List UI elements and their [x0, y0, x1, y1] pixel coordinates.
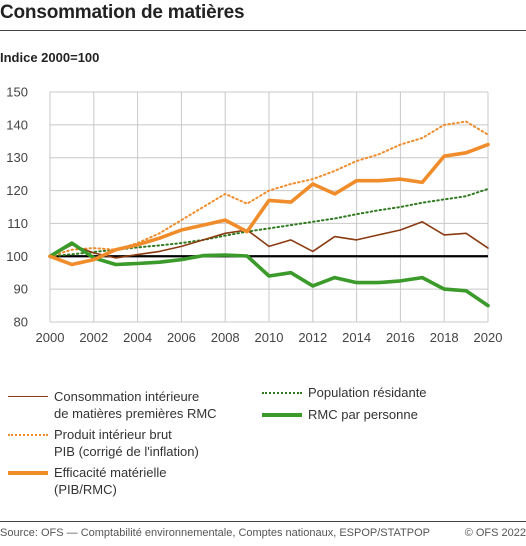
- legend: Consommation intérieure de matières prem…: [0, 378, 526, 508]
- footer-rule: [0, 521, 526, 522]
- legend-swatch-rmc: [8, 396, 48, 397]
- y-tick-label: 130: [6, 150, 28, 165]
- x-tick-label: 2006: [167, 330, 196, 345]
- x-tick-label: 2012: [298, 330, 327, 345]
- y-tick-label: 90: [14, 282, 28, 297]
- legend-label-rmc-par-personne: RMC par personne: [308, 407, 418, 422]
- copyright-text: © OFS 2022: [464, 527, 526, 539]
- y-axis-subtitle: Indice 2000=100: [0, 50, 100, 65]
- x-tick-label: 2010: [255, 330, 284, 345]
- y-tick-label: 150: [6, 85, 28, 100]
- legend-swatch-pib: [8, 434, 48, 436]
- y-tick-label: 120: [6, 183, 28, 198]
- legend-label-rmc: Consommation intérieure de matières prem…: [54, 389, 217, 421]
- legend-label-pib: Produit intérieur brut PIB (corrigé de l…: [54, 427, 199, 459]
- x-tick-label: 2000: [36, 330, 65, 345]
- chart-title: Consommation de matières: [0, 2, 245, 23]
- legend-swatch-population: [262, 392, 302, 394]
- y-tick-label: 140: [6, 117, 28, 132]
- x-tick-label: 2018: [430, 330, 459, 345]
- x-tick-label: 2014: [342, 330, 371, 345]
- x-tick-label: 2020: [474, 330, 503, 345]
- legend-swatch-efficacite: [8, 471, 48, 475]
- y-tick-labels: 150 140 130 120 110 100 90 80: [6, 85, 28, 330]
- y-tick-label: 110: [7, 216, 28, 231]
- x-tick-label: 2016: [386, 330, 415, 345]
- x-tick-label: 2008: [211, 330, 240, 345]
- grid-layer: [49, 91, 489, 323]
- x-tick-label: 2004: [123, 330, 152, 345]
- x-tick-labels: 2000 2002 2004 2006 2008 2010 2012 2014 2016 2018…: [36, 330, 503, 345]
- source-text: Source: OFS — Comptabilité environnement…: [0, 527, 431, 539]
- series-layer: [48, 120, 490, 308]
- series-line-rmc: [49, 221, 489, 259]
- title-rule: [0, 30, 526, 31]
- y-tick-label: 80: [14, 315, 28, 330]
- y-tick-label: 100: [6, 249, 28, 264]
- series-line-rmc-par-personne: [48, 241, 490, 308]
- legend-label-population: Population résidante: [308, 385, 427, 400]
- x-tick-label: 2002: [79, 330, 108, 345]
- legend-swatch-rmc-par-personne: [262, 413, 302, 417]
- legend-label-efficacite: Efficacité matérielle (PIB/RMC): [54, 465, 167, 497]
- series-line-efficacite: [48, 142, 490, 267]
